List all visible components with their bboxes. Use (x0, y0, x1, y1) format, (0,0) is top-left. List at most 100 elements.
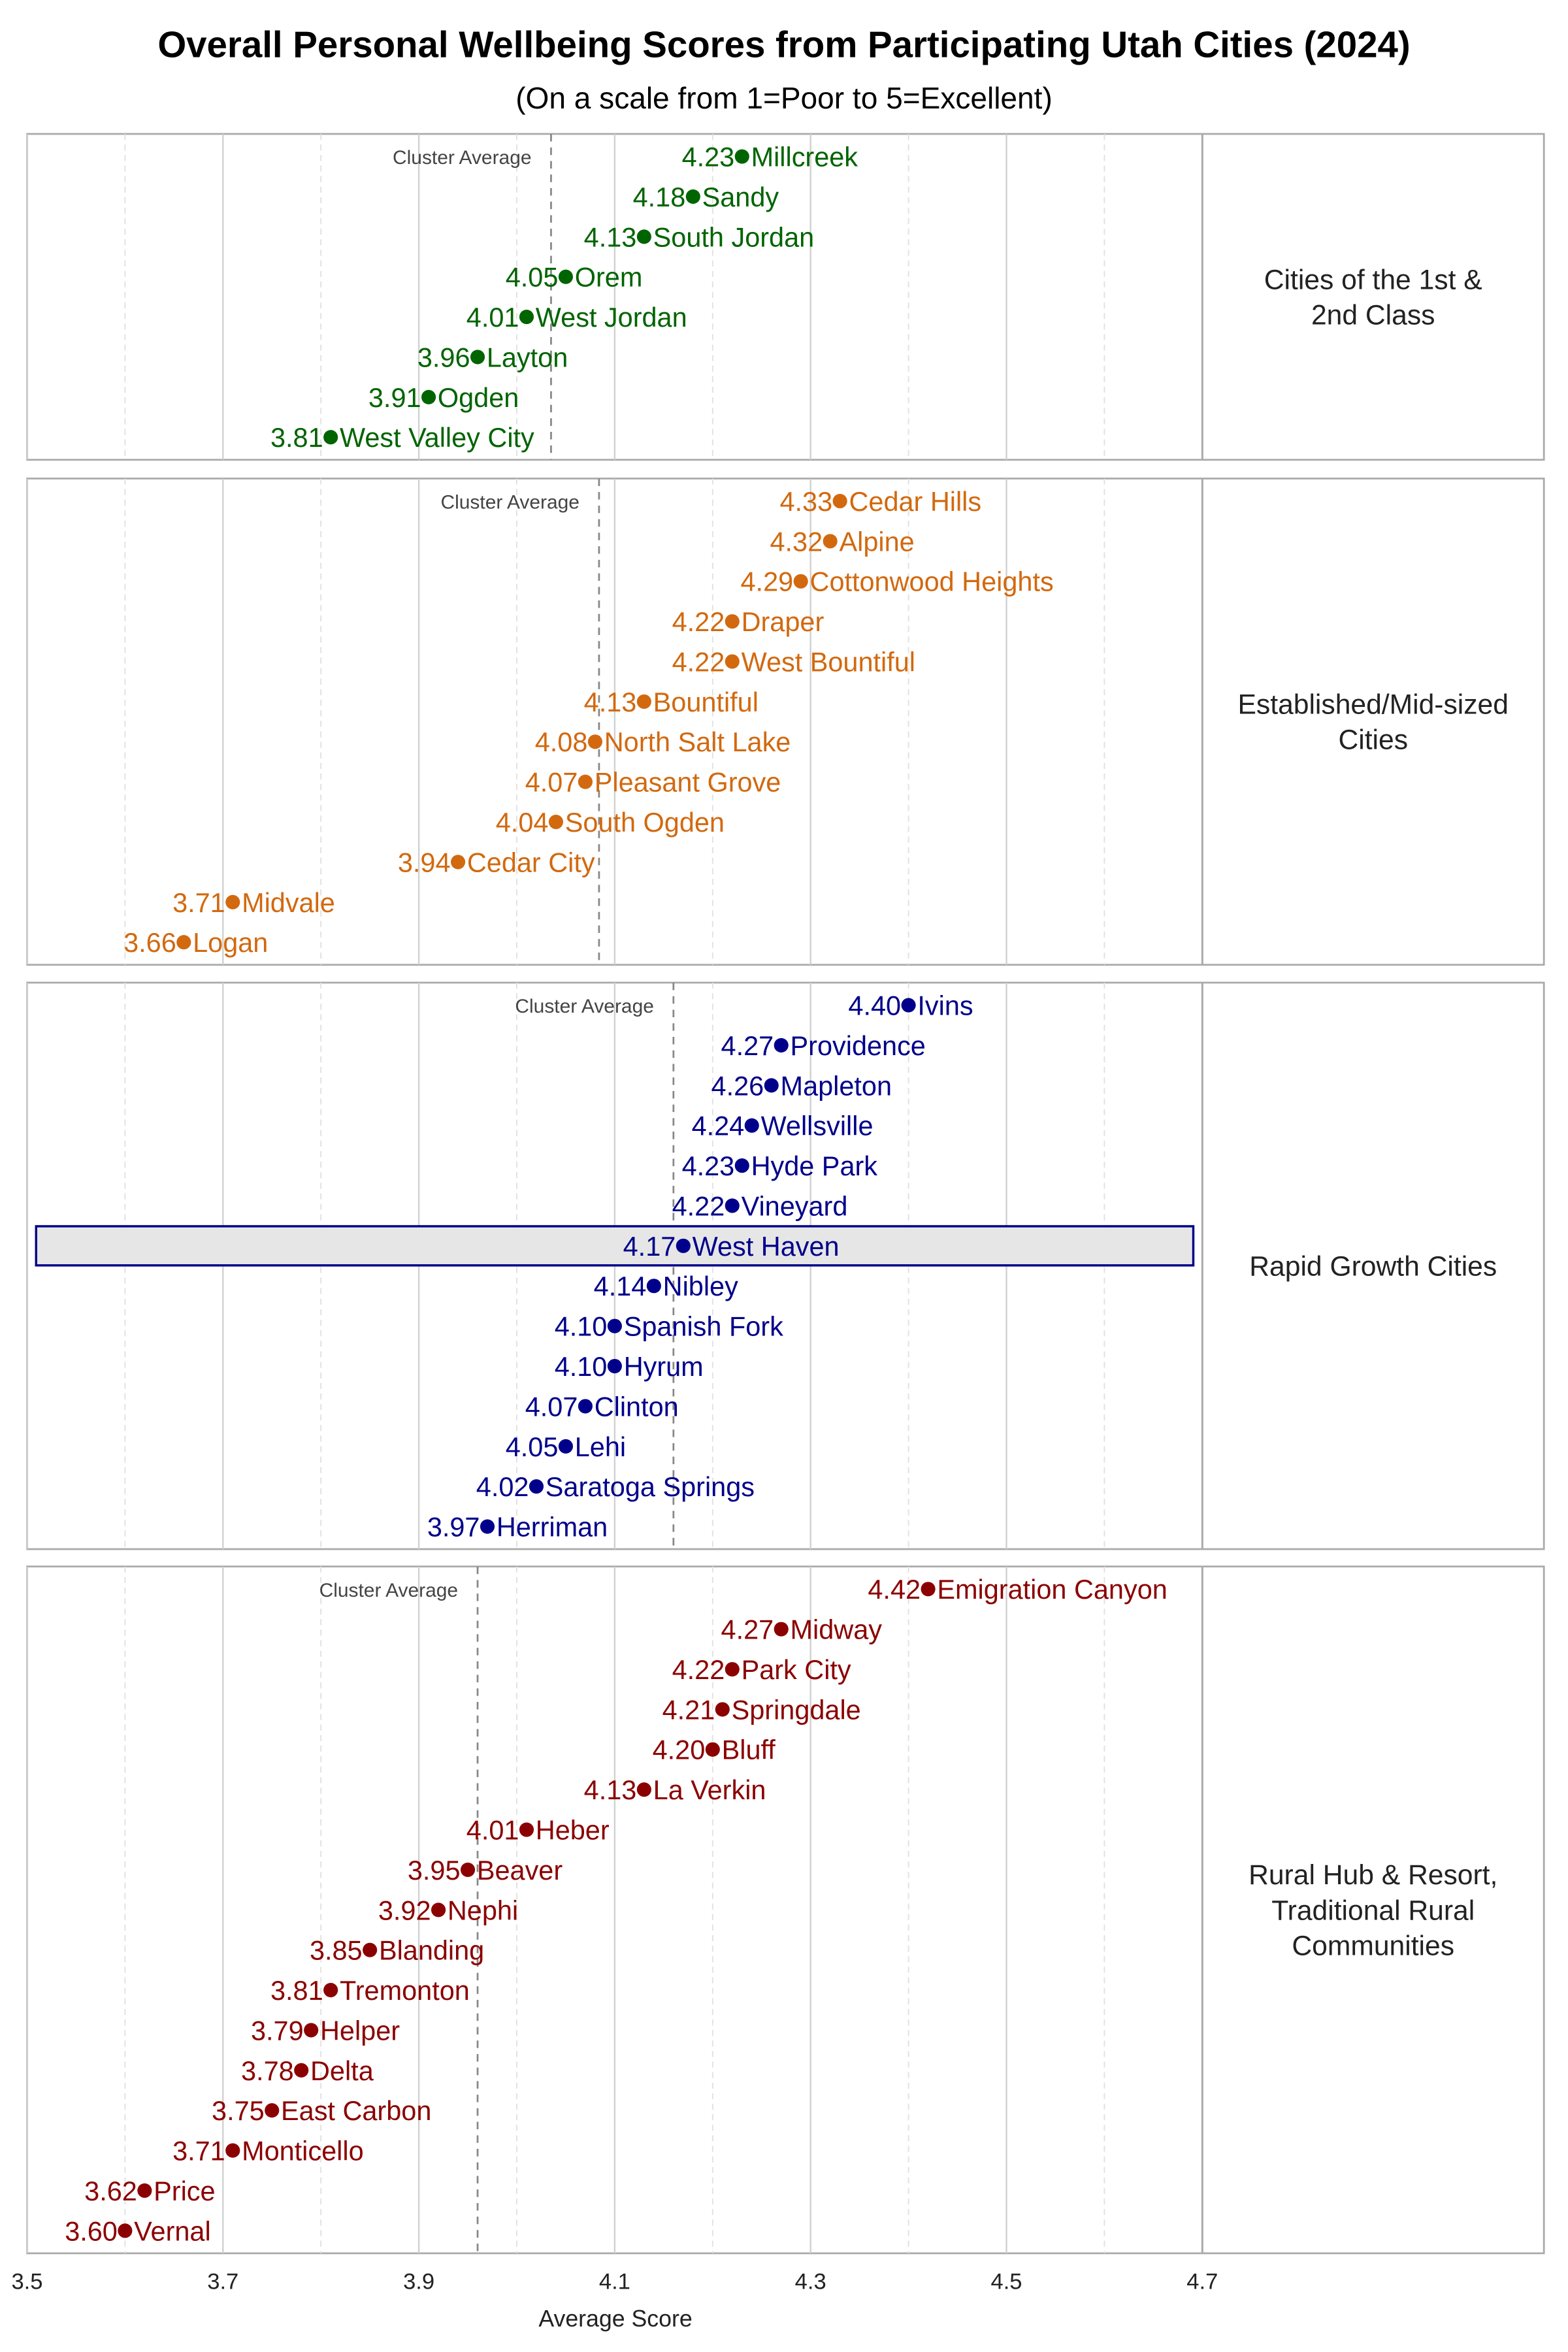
panel-strip-label: Cities of the 1st & (1264, 264, 1482, 295)
data-point: 4.26 Mapleton (711, 1070, 892, 1101)
point-marker (764, 1078, 779, 1093)
value-label: 4.02 (476, 1471, 529, 1502)
data-point: 4.01 Heber (466, 1815, 610, 1846)
point-marker (118, 2223, 133, 2238)
value-label: 4.17 (623, 1231, 676, 1262)
cluster-average-label: Cluster Average (319, 1580, 458, 1601)
point-marker (529, 1479, 544, 1494)
data-point: 4.27 Midway (721, 1614, 883, 1645)
highlight-box (35, 1225, 1195, 1267)
city-label: Layton (487, 342, 568, 372)
value-label: 4.33 (779, 486, 832, 517)
value-label: 4.01 (466, 302, 519, 333)
point-marker (304, 2023, 319, 2038)
city-label: Beaver (477, 1855, 563, 1886)
city-label: Midvale (242, 887, 335, 918)
city-label: West Bountiful (742, 646, 915, 677)
value-label: 4.05 (506, 262, 559, 293)
city-label: Wellsville (761, 1111, 874, 1141)
value-label: 3.71 (172, 2136, 225, 2166)
value-label: 4.07 (525, 1391, 578, 1422)
point-marker (323, 430, 338, 445)
data-point: 4.13 Bountiful (584, 687, 759, 717)
city-label: East Carbon (281, 2095, 431, 2126)
city-label: Bluff (722, 1735, 776, 1765)
data-point: 4.01 West Jordan (466, 302, 687, 333)
point-marker (921, 1582, 936, 1597)
data-point: 4.22 West Bountiful (672, 646, 915, 677)
value-label: 3.60 (65, 2215, 118, 2246)
data-point: 4.10 Spanish Fork (555, 1311, 783, 1342)
x-tick-label: 3.7 (207, 2269, 238, 2294)
data-point: 3.95 Beaver (408, 1855, 563, 1886)
city-label: South Jordan (653, 221, 815, 252)
data-point: 3.94 Cedar City (398, 847, 595, 877)
point-marker (685, 189, 700, 204)
data-point: 4.22 Draper (672, 606, 825, 637)
point-marker (176, 935, 191, 950)
data-point: 4.13 La Verkin (584, 1774, 766, 1805)
data-point: 4.32 Alpine (770, 526, 914, 557)
city-label: North Salt Lake (604, 727, 791, 757)
data-point: 3.91 Ogden (368, 382, 519, 413)
point-marker (558, 1439, 573, 1454)
value-label: 4.23 (682, 1151, 735, 1181)
point-marker (480, 1519, 495, 1534)
point-marker (519, 1822, 534, 1837)
city-label: Helper (320, 2015, 400, 2046)
city-label: Sandy (702, 182, 779, 212)
data-point: 4.22 Park City (672, 1654, 851, 1685)
value-label: 3.96 (417, 342, 470, 372)
value-label: 4.18 (633, 182, 686, 212)
value-label: 4.22 (672, 646, 725, 677)
point-marker (578, 1399, 593, 1414)
value-label: 4.05 (506, 1431, 559, 1462)
value-label: 4.20 (653, 1735, 706, 1765)
point-marker (578, 774, 593, 789)
city-label: Cedar Hills (849, 486, 981, 517)
data-point: 4.21 Springdale (662, 1694, 861, 1725)
data-point: 4.04 South Ogden (496, 807, 725, 838)
data-point: 4.07 Clinton (525, 1391, 679, 1422)
city-label: Ogden (438, 382, 519, 413)
data-point: 3.60 Vernal (65, 2215, 210, 2246)
data-point: 4.05 Orem (506, 262, 643, 293)
x-tick-label: 3.9 (403, 2269, 434, 2294)
point-marker (744, 1118, 759, 1133)
value-label: 4.13 (584, 687, 637, 717)
x-tick-label: 4.3 (795, 2269, 826, 2294)
value-label: 4.24 (692, 1111, 745, 1141)
chart-title: Overall Personal Wellbeing Scores from P… (157, 24, 1410, 65)
point-marker (431, 1903, 446, 1918)
value-label: 3.92 (378, 1895, 431, 1925)
value-label: 3.95 (408, 1855, 461, 1886)
x-axis: 3.5 3.7 3.9 4.1 4.3 4.5 4.7 (11, 2269, 1218, 2294)
point-marker (676, 1238, 691, 1253)
city-label: Heber (536, 1815, 610, 1846)
city-label: Cedar City (467, 847, 595, 877)
city-label: Pleasant Grove (595, 767, 781, 798)
city-label: Hyde Park (751, 1151, 878, 1181)
value-label: 4.08 (535, 727, 588, 757)
value-label: 4.13 (584, 1774, 637, 1805)
point-marker (725, 654, 740, 669)
data-point: 3.66 Logan (123, 927, 268, 958)
point-marker (470, 350, 485, 365)
city-label: Hyrum (624, 1351, 704, 1382)
cluster-average-label: Cluster Average (440, 492, 579, 514)
data-point: 3.62 Price (84, 2176, 215, 2206)
city-label: Saratoga Springs (546, 1471, 755, 1502)
panel: Cluster Average 4.33 Cedar Hills 4.32 Alpine… (26, 478, 1545, 966)
panel-strip-label: Rural Hub & Resort, (1249, 1859, 1497, 1891)
value-label: 4.23 (682, 142, 735, 172)
data-point: 4.23 Millcreek (682, 142, 858, 172)
panel-strip-label: Cities (1338, 725, 1408, 756)
city-label: Orem (575, 262, 643, 293)
point-marker (901, 998, 916, 1013)
city-label: Millcreek (751, 142, 858, 172)
data-point: 4.33 Cedar Hills (779, 486, 981, 517)
data-point: 4.20 Bluff (653, 1735, 776, 1765)
value-label: 3.81 (270, 1975, 323, 2006)
city-label: Bountiful (653, 687, 759, 717)
